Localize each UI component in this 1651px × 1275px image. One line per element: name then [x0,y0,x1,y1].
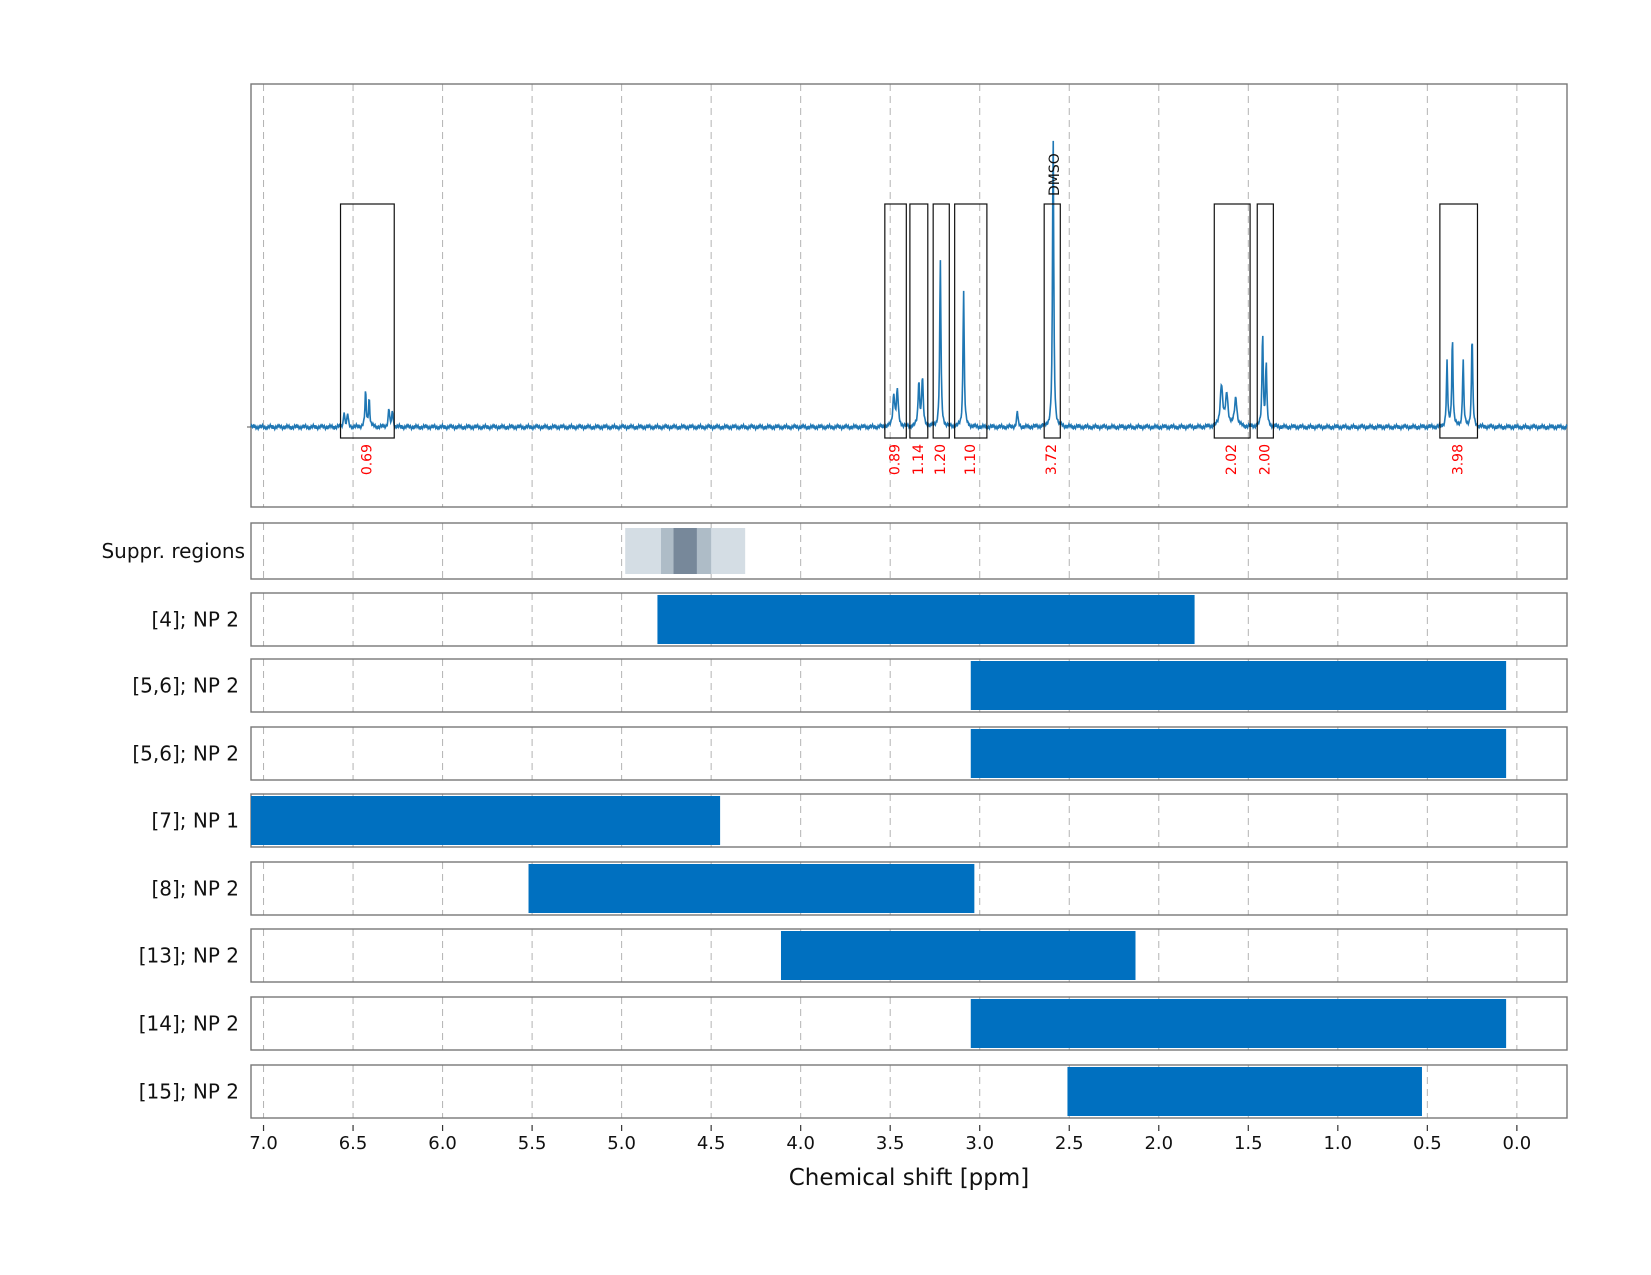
range-row-frame [250,658,1568,713]
integration-box [909,203,929,439]
range-row-frame [250,1064,1568,1119]
range-row-frame [250,861,1568,916]
range-bar [970,999,1507,1048]
integration-box [932,203,950,439]
range-row-label: [5,6]; NP 2 [132,674,239,698]
range-row-frame [250,592,1568,647]
integration-label: 1.10 [963,444,979,475]
x-tick-label: 6.0 [428,1133,457,1154]
suppression-label: Suppr. regions [101,539,245,563]
x-tick-label: 2.5 [1055,1133,1084,1154]
range-row-label: [13]; NP 2 [139,944,239,968]
range-bar [657,595,1195,644]
x-tick-label: 0.5 [1413,1133,1442,1154]
spectrum-panel: 0.69 0.89 1.14 1.20 1.10 3.72 2.02 2.00 3.98 DMSO [247,83,1568,508]
range-row-label: [14]; NP 2 [139,1012,239,1036]
integration-box [1256,203,1274,439]
integration-box [1043,203,1061,439]
integration-label: 0.89 [888,444,904,475]
x-tick-label: 1.0 [1323,1133,1352,1154]
range-bar [970,729,1507,778]
spectrum-frame [250,83,1568,508]
x-tick-label: 4.5 [697,1133,726,1154]
suppression-band [673,528,697,574]
range-row-label: [8]; NP 2 [151,877,239,901]
x-tick-label: 2.0 [1144,1133,1173,1154]
suppression-panel [250,522,1568,580]
range-row-label: [5,6]; NP 2 [132,742,239,766]
x-tick-label: 6.5 [339,1133,368,1154]
range-rows: Suppr. regions [4]; NP 2 [5,6]; NP 2 [5,6];… [101,522,1568,1119]
integration-label: 1.20 [933,444,949,475]
x-axis-label: Chemical shift [ppm] [789,1165,1030,1191]
range-bar [1067,1067,1422,1116]
integration-label: 3.72 [1044,444,1060,475]
solvent-label: DMSO [1047,153,1063,196]
integration-label: 1.14 [911,444,927,475]
integration-box [339,203,395,439]
integration-box [1213,203,1251,439]
integration-label: 3.98 [1451,444,1467,475]
range-bar [528,864,975,913]
x-tick-label: 3.5 [876,1133,905,1154]
range-row-frame [250,726,1568,781]
x-axis: 7.0 6.5 6.0 5.5 5.0 4.5 4.0 3.5 3.0 2.5 2.0 1.5 1.0 0… [249,1125,1531,1154]
range-row-label: [15]; NP 2 [139,1080,239,1104]
range-bar [970,661,1507,710]
integration-box [884,203,907,439]
integration-box [1439,203,1479,439]
integration-box [954,203,988,439]
integration-label: 2.02 [1224,444,1240,475]
x-tick-label: 5.0 [607,1133,636,1154]
x-tick-label: 7.0 [249,1133,278,1154]
range-row-label: [4]; NP 2 [151,608,239,632]
integration-label: 2.00 [1257,444,1273,475]
range-bar [780,931,1136,980]
range-bar [251,796,721,845]
spectrum-line [250,140,1568,432]
x-tick-label: 0.0 [1503,1133,1532,1154]
x-tick-label: 3.0 [965,1133,994,1154]
x-tick-label: 1.5 [1234,1133,1263,1154]
x-tick-label: 4.0 [786,1133,815,1154]
x-tick-label: 5.5 [518,1133,547,1154]
range-row-frame [250,996,1568,1051]
integration-label: 0.69 [359,444,375,475]
range-row-label: [7]; NP 1 [151,809,239,833]
range-row-frame [250,928,1568,983]
